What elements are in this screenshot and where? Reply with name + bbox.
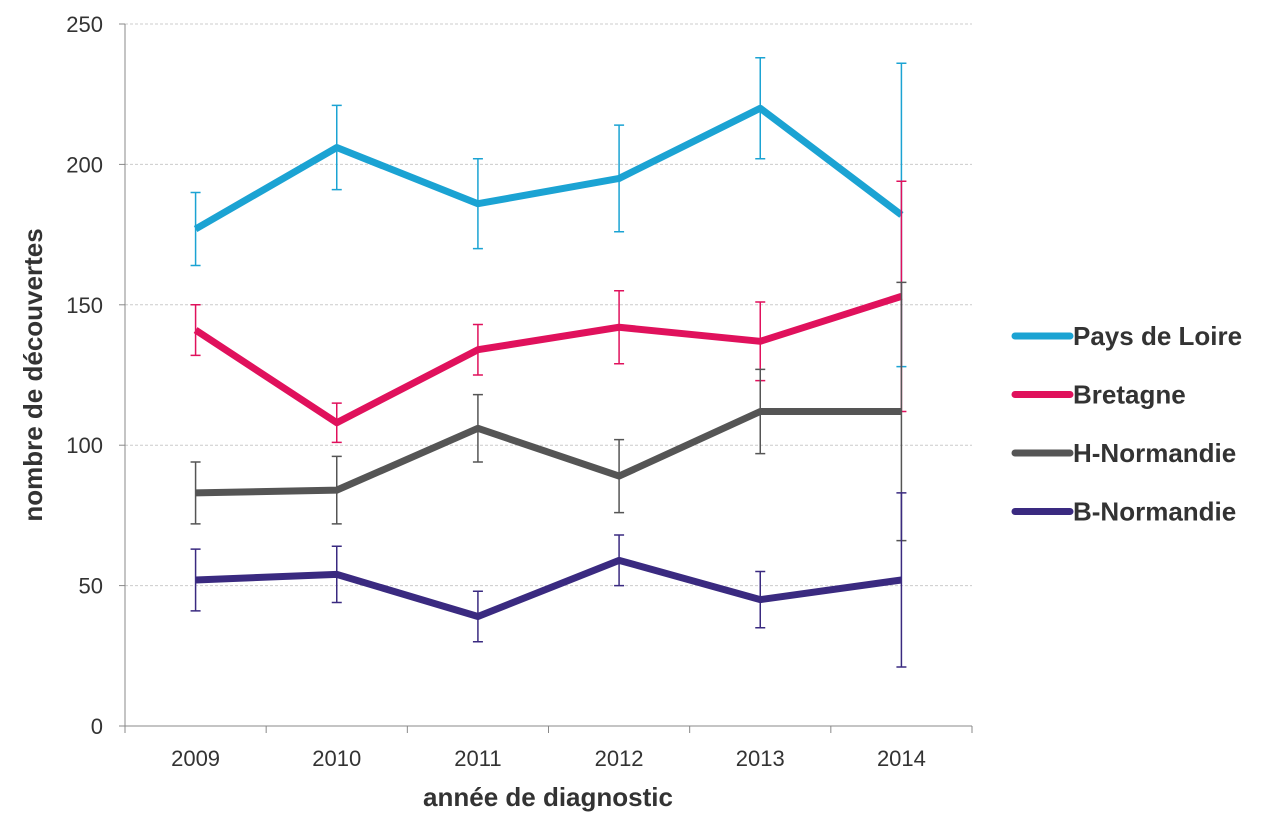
x-tick-label: 2010 (312, 746, 361, 771)
x-tick-label: 2009 (171, 746, 220, 771)
error-bar (331, 104, 342, 191)
error-bar (614, 534, 625, 587)
x-tick-label: 2011 (454, 746, 501, 771)
error-bar (190, 304, 201, 357)
series-line (193, 104, 904, 233)
error-bar (755, 56, 766, 160)
error-bar (190, 548, 201, 612)
x-axis-title: année de diagnostic (423, 782, 673, 812)
error-bar (755, 368, 766, 455)
series-line (195, 408, 902, 497)
error-bar (472, 323, 483, 376)
legend-label: H-Normandie (1073, 438, 1236, 468)
error-bar (755, 570, 766, 629)
y-tick-label: 150 (66, 293, 103, 318)
legend-label: Bretagne (1073, 380, 1186, 410)
error-bar (614, 124, 625, 233)
y-tick-label: 50 (79, 574, 103, 599)
error-bar (331, 455, 342, 525)
y-axis-title: nombre de découvertes (18, 228, 48, 521)
series-line (195, 556, 902, 620)
error-bar (472, 590, 483, 643)
x-tick-label: 2014 (877, 746, 926, 771)
legend-label: Pays de Loire (1073, 321, 1242, 351)
error-bar (472, 393, 483, 463)
error-bar (331, 402, 342, 444)
y-tick-label: 200 (66, 152, 103, 177)
error-bar (472, 158, 483, 250)
x-tick-label: 2013 (736, 746, 785, 771)
error-bar (896, 492, 907, 668)
y-tick-label: 100 (66, 433, 103, 458)
error-bar (331, 545, 342, 604)
series-line (193, 293, 903, 427)
error-bar (614, 290, 625, 365)
error-bar (190, 191, 201, 267)
error-bar (190, 461, 201, 525)
error-bar (614, 438, 625, 514)
y-tick-label: 0 (91, 714, 103, 739)
x-tick-label: 2012 (595, 746, 644, 771)
y-tick-label: 250 (66, 12, 103, 37)
legend-label: B-Normandie (1073, 497, 1236, 527)
